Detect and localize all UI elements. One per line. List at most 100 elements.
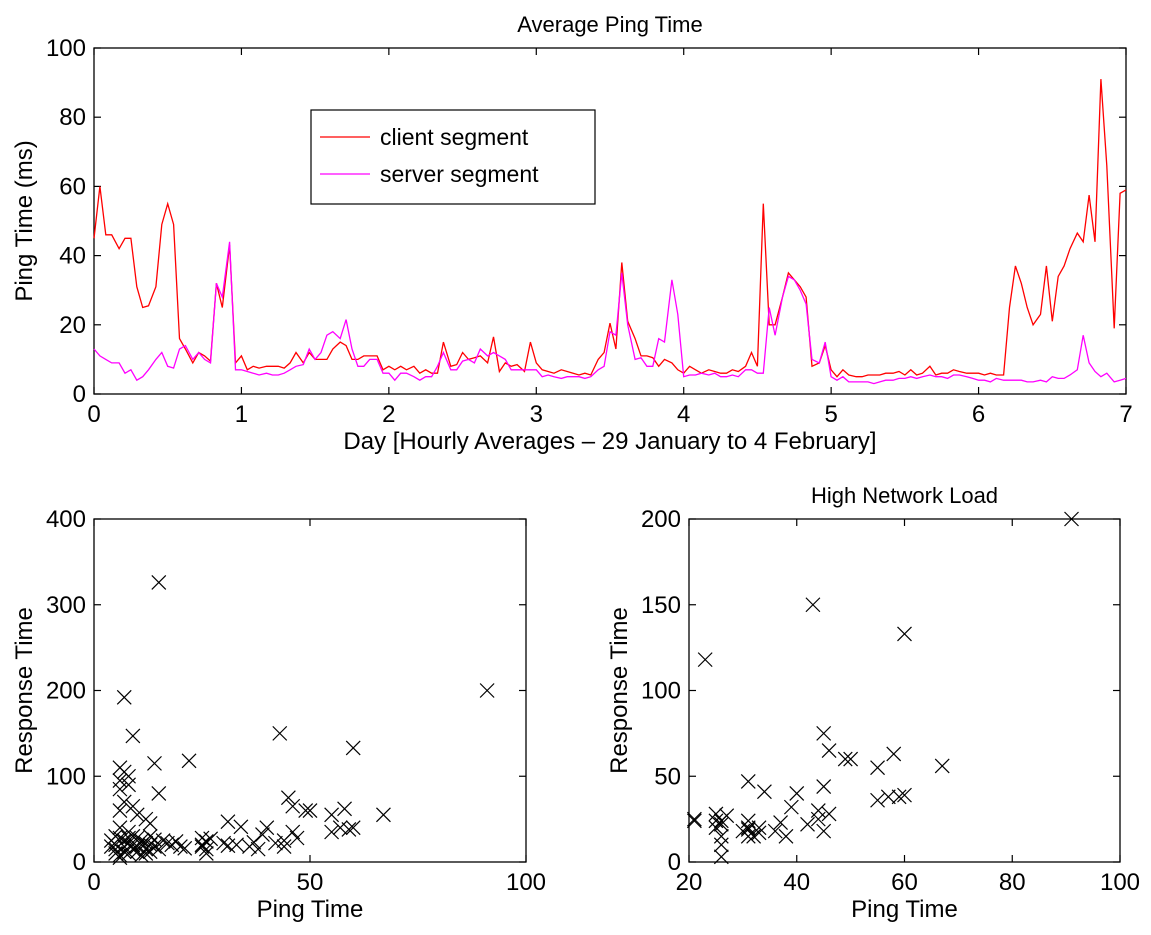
scatter-point <box>198 846 214 861</box>
scatter-point <box>177 840 193 856</box>
y-tick-label: 0 <box>668 849 681 876</box>
y-tick-label: 20 <box>59 312 86 339</box>
scatter-point <box>816 779 832 794</box>
scatter-point <box>740 773 756 789</box>
x-tick-label: 6 <box>972 401 985 428</box>
high-network-load-scatter: 20 40 60 80 100 0 50 100 150 200 High Network Load… <box>606 483 1140 923</box>
scatter-point <box>160 835 175 851</box>
plot-frame <box>93 47 1127 395</box>
x-axis-label: Ping Time <box>851 896 958 923</box>
scatter-point <box>302 803 318 818</box>
scatter-point <box>778 828 794 844</box>
scatter-point <box>108 828 124 844</box>
scatter-point <box>198 841 214 857</box>
scatter-point <box>821 806 837 822</box>
scatter-point <box>276 839 292 854</box>
scatter-point <box>897 787 912 803</box>
x-tick-label: 100 <box>506 869 546 896</box>
scatter-point <box>810 803 826 818</box>
scatter-point <box>116 839 132 854</box>
scatter-point <box>142 844 158 860</box>
y-tick-label: 40 <box>59 243 86 270</box>
x-tick-label: 4 <box>677 401 690 428</box>
scatter-point <box>713 849 729 865</box>
scatter-point <box>934 758 950 774</box>
scatter-point <box>298 803 314 818</box>
scatter-point <box>880 789 896 805</box>
plot-frame <box>688 518 1121 863</box>
scatter-point <box>255 827 270 842</box>
legend-box <box>310 109 596 205</box>
scatter-point <box>686 813 702 829</box>
scatter-point <box>259 820 275 836</box>
y-tick-label: 0 <box>73 381 86 408</box>
y-tick-label: 50 <box>654 763 681 790</box>
scatter-point <box>112 781 128 797</box>
scatter-point <box>740 820 756 836</box>
scatter-point <box>789 785 805 801</box>
scatter-point <box>821 743 837 758</box>
scatter-point <box>129 807 145 823</box>
scatter-point <box>216 835 232 851</box>
y-tick-label: 200 <box>46 678 86 705</box>
scatter-point <box>783 799 799 815</box>
scatter-point <box>116 794 132 810</box>
scatter-point <box>112 850 128 866</box>
y-tick-label: 0 <box>73 849 86 876</box>
scatter-point <box>112 803 128 818</box>
y-axis-label: Response Time <box>606 607 633 774</box>
scatter-point <box>220 814 236 830</box>
scatter-point <box>203 831 219 847</box>
scatter-point <box>129 844 145 860</box>
scatter-point <box>229 837 244 853</box>
x-axis-label: Ping Time <box>257 896 364 923</box>
scatter-point <box>757 784 772 800</box>
scatter-point <box>285 824 301 840</box>
scatter-point <box>285 798 301 814</box>
scatter-point <box>345 820 361 836</box>
scatter-point <box>172 839 188 854</box>
scatter-point <box>686 811 702 827</box>
x-tick-label: 20 <box>676 869 703 896</box>
scatter-point <box>268 835 283 851</box>
scatter-point <box>233 819 249 835</box>
scatter-point <box>112 820 128 836</box>
chart-title: High Network Load <box>811 483 998 508</box>
scatter-point <box>740 821 756 837</box>
scatter-point <box>767 823 783 839</box>
scatter-point <box>740 813 756 829</box>
scatter-point <box>751 825 767 841</box>
scatter-point <box>713 837 729 853</box>
y-tick-label: 150 <box>641 592 681 619</box>
x-tick-label: 1 <box>235 401 248 428</box>
y-axis-label: Response Time <box>11 607 38 774</box>
scatter-point <box>773 815 789 830</box>
scatter-point <box>324 807 340 823</box>
scatter-point <box>816 725 832 741</box>
scatter-point <box>886 746 902 762</box>
x-tick-label: 0 <box>87 401 100 428</box>
scatter-point <box>151 575 167 590</box>
x-tick-label: 7 <box>1119 401 1132 428</box>
scatter-point <box>198 833 214 849</box>
x-tick-label: 40 <box>783 869 810 896</box>
scatter-point <box>121 777 136 793</box>
scatter-point <box>337 801 352 817</box>
scatter-point <box>250 841 266 857</box>
scatter-point <box>891 789 907 805</box>
scatter-point <box>138 846 154 861</box>
y-tick-label: 200 <box>641 506 681 533</box>
scatter-point <box>345 740 361 756</box>
scatter-point <box>142 815 158 831</box>
scatter-point <box>800 816 815 832</box>
series-line-server-segment <box>93 241 1127 385</box>
y-tick-label: 100 <box>46 763 86 790</box>
scatter-point <box>246 834 262 850</box>
scatter-point <box>816 823 832 839</box>
scatter-point <box>479 683 495 698</box>
ping-vs-response-scatter: 0 50 100 0 100 200 300 400 Ping Time Response Tim… <box>11 506 546 923</box>
x-tick-label: 0 <box>87 869 100 896</box>
y-tick-label: 400 <box>46 506 86 533</box>
